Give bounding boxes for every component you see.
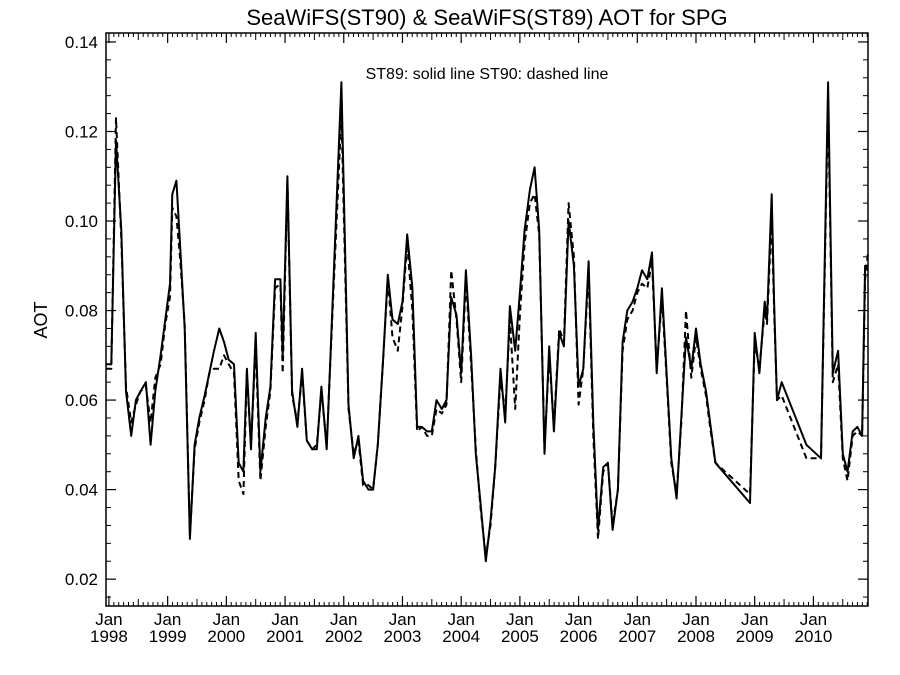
x-tick-year: 2003 (384, 627, 422, 646)
y-tick-label: 0.06 (65, 391, 98, 410)
x-tick-year: 2000 (207, 627, 245, 646)
x-tick-year: 2009 (736, 627, 774, 646)
plot-frame (105, 32, 869, 607)
x-tick-month: Jan (95, 610, 122, 629)
y-tick-label: 0.02 (65, 570, 98, 589)
x-tick-month: Jan (682, 610, 709, 629)
legend-annotation: ST89: solid line ST90: dashed line (366, 66, 609, 83)
series-line-st89 (106, 81, 869, 563)
x-tick-year: 2007 (618, 627, 656, 646)
x-tick-year: 1999 (149, 627, 187, 646)
y-tick-label: 0.08 (65, 302, 98, 321)
x-tick-month: Jan (565, 610, 592, 629)
chart-title: SeaWiFS(ST90) & SeaWiFS(ST89) AOT for SP… (246, 5, 727, 30)
series-line-st90 (106, 99, 869, 558)
x-tick-year: 1998 (90, 627, 128, 646)
x-tick-month: Jan (213, 610, 240, 629)
y-tick-label: 0.12 (65, 122, 98, 141)
x-tick-year: 2004 (442, 627, 480, 646)
axes: 0.020.040.060.080.100.120.14Jan1998Jan19… (65, 32, 869, 646)
y-axis-label: AOT (31, 301, 51, 338)
x-tick-year: 2002 (325, 627, 363, 646)
x-tick-month: Jan (271, 610, 298, 629)
x-tick-month: Jan (447, 610, 474, 629)
y-tick-label: 0.04 (65, 481, 98, 500)
x-tick-month: Jan (506, 610, 533, 629)
series-group (106, 81, 869, 563)
x-tick-month: Jan (330, 610, 357, 629)
y-tick-label: 0.10 (65, 212, 98, 231)
x-tick-year: 2005 (501, 627, 539, 646)
x-tick-month: Jan (741, 610, 768, 629)
x-tick-month: Jan (389, 610, 416, 629)
y-tick-label: 0.14 (65, 33, 98, 52)
x-tick-month: Jan (624, 610, 651, 629)
x-tick-month: Jan (800, 610, 827, 629)
x-tick-year: 2001 (266, 627, 304, 646)
x-tick-month: Jan (154, 610, 181, 629)
x-tick-year: 2008 (677, 627, 715, 646)
x-tick-year: 2006 (560, 627, 598, 646)
x-tick-year: 2010 (794, 627, 832, 646)
